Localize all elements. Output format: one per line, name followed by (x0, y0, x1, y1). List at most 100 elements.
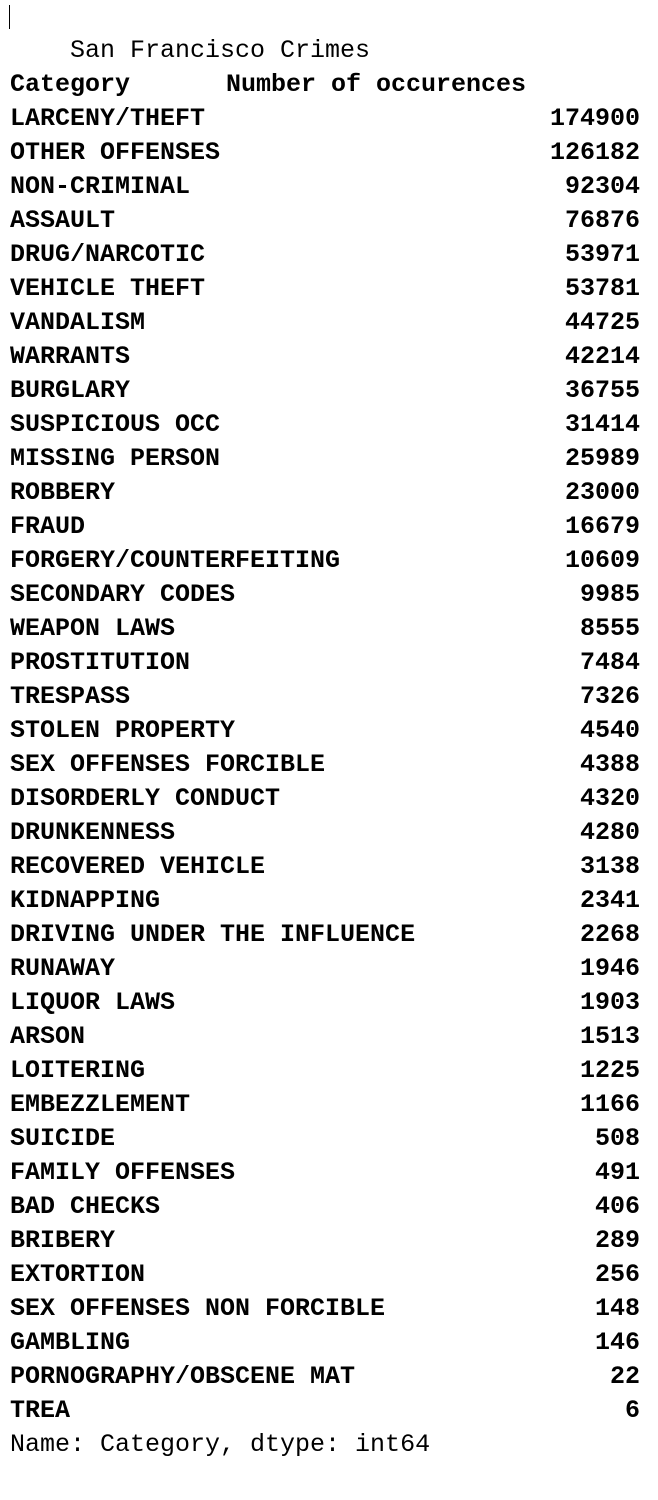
table-row: SECONDARY CODES 9985 (10, 578, 640, 612)
category-cell: BRIBERY (10, 1226, 116, 1255)
category-cell: PORNOGRAPHY/OBSCENE MAT (10, 1362, 356, 1391)
category-cell: ARSON (10, 1022, 86, 1051)
count-cell: 7326 (579, 682, 640, 711)
category-cell: DRUNKENNESS (10, 818, 176, 847)
category-cell: KIDNAPPING (10, 886, 161, 915)
count-cell: 406 (594, 1192, 640, 1221)
count-cell: 8555 (579, 614, 640, 643)
count-cell: 1903 (579, 988, 640, 1017)
count-cell: 22 (609, 1362, 640, 1391)
table-row: KIDNAPPING 2341 (10, 884, 640, 918)
count-cell: 4540 (579, 716, 640, 745)
category-cell: FRAUD (10, 512, 86, 541)
count-cell: 53781 (564, 274, 640, 303)
table-row: PROSTITUTION 7484 (10, 646, 640, 680)
category-cell: PROSTITUTION (10, 648, 191, 677)
table-row: RECOVERED VEHICLE 3138 (10, 850, 640, 884)
category-cell: STOLEN PROPERTY (10, 716, 236, 745)
category-cell: RUNAWAY (10, 954, 116, 983)
table-row: SEX OFFENSES NON FORCIBLE 148 (10, 1292, 640, 1326)
category-cell: FAMILY OFFENSES (10, 1158, 236, 1187)
table-row: WEAPON LAWS 8555 (10, 612, 640, 646)
count-cell: 4280 (579, 818, 640, 847)
category-cell: EMBEZZLEMENT (10, 1090, 191, 1119)
table-row: LOITERING 1225 (10, 1054, 640, 1088)
table-row: VANDALISM 44725 (10, 306, 640, 340)
table-row: FAMILY OFFENSES 491 (10, 1156, 640, 1190)
category-cell: DISORDERLY CONDUCT (10, 784, 281, 813)
count-cell: 4320 (579, 784, 640, 813)
category-cell: DRIVING UNDER THE INFLUENCE (10, 920, 416, 949)
category-cell: NON-CRIMINAL (10, 172, 191, 201)
category-cell: WEAPON LAWS (10, 614, 176, 643)
table-row: OTHER OFFENSES 126182 (10, 136, 640, 170)
table-row: SUICIDE 508 (10, 1122, 640, 1156)
category-cell: LOITERING (10, 1056, 146, 1085)
count-column-header: Number of occurences (226, 70, 527, 99)
category-cell: WARRANTS (10, 342, 131, 371)
table-row: DISORDERLY CONDUCT 4320 (10, 782, 640, 816)
category-cell: LARCENY/THEFT (10, 104, 206, 133)
table-row: FRAUD 16679 (10, 510, 640, 544)
blank-line (10, 34, 640, 68)
count-cell: 36755 (564, 376, 640, 405)
count-cell: 1946 (579, 954, 640, 983)
category-cell: DRUG/NARCOTIC (10, 240, 206, 269)
count-cell: 53971 (564, 240, 640, 269)
text-cursor (9, 5, 10, 29)
category-cell: ASSAULT (10, 206, 116, 235)
table-row: RUNAWAY 1946 (10, 952, 640, 986)
count-cell: 10609 (564, 546, 640, 575)
count-cell: 9985 (579, 580, 640, 609)
count-cell: 3138 (579, 852, 640, 881)
table-body: LARCENY/THEFT 174900 OTHER OFFENSES 126182 N… (10, 102, 640, 1428)
count-cell: 126182 (549, 138, 640, 167)
count-cell: 76876 (564, 206, 640, 235)
category-cell: SUSPICIOUS OCC (10, 410, 221, 439)
count-cell: 16679 (564, 512, 640, 541)
table-row: BURGLARY 36755 (10, 374, 640, 408)
output-title: San Francisco Crimes (70, 36, 371, 65)
table-row: ROBBERY 23000 (10, 476, 640, 510)
category-cell: BURGLARY (10, 376, 131, 405)
table-row: ASSAULT 76876 (10, 204, 640, 238)
table-row: WARRANTS 42214 (10, 340, 640, 374)
count-cell: 4388 (579, 750, 640, 779)
category-cell: LIQUOR LAWS (10, 988, 176, 1017)
table-row: EMBEZZLEMENT 1166 (10, 1088, 640, 1122)
table-row: TREA 6 (10, 1394, 640, 1428)
table-row: ARSON 1513 (10, 1020, 640, 1054)
category-cell: VANDALISM (10, 308, 146, 337)
table-row: STOLEN PROPERTY 4540 (10, 714, 640, 748)
table-row: LIQUOR LAWS 1903 (10, 986, 640, 1020)
category-column-header: Category (10, 70, 131, 99)
count-cell: 148 (594, 1294, 640, 1323)
category-cell: MISSING PERSON (10, 444, 221, 473)
table-row: FORGERY/COUNTERFEITING 10609 (10, 544, 640, 578)
table-row: SUSPICIOUS OCC 31414 (10, 408, 640, 442)
category-cell: TRESPASS (10, 682, 131, 711)
count-cell: 6 (624, 1396, 640, 1425)
count-cell: 23000 (564, 478, 640, 507)
category-cell: OTHER OFFENSES (10, 138, 221, 167)
category-cell: FORGERY/COUNTERFEITING (10, 546, 341, 575)
count-cell: 7484 (579, 648, 640, 677)
category-cell: GAMBLING (10, 1328, 131, 1357)
category-cell: BAD CHECKS (10, 1192, 161, 1221)
count-cell: 174900 (549, 104, 640, 133)
console-output[interactable]: San Francisco Crimes Category Number of … (9, 0, 640, 1462)
count-cell: 42214 (564, 342, 640, 371)
count-cell: 256 (594, 1260, 640, 1289)
table-row: BAD CHECKS 406 (10, 1190, 640, 1224)
table-row: DRUG/NARCOTIC 53971 (10, 238, 640, 272)
count-cell: 1166 (579, 1090, 640, 1119)
table-row: PORNOGRAPHY/OBSCENE MAT 22 (10, 1360, 640, 1394)
count-cell: 508 (594, 1124, 640, 1153)
count-cell: 2268 (579, 920, 640, 949)
count-cell: 146 (594, 1328, 640, 1357)
table-header: Category Number of occurences (10, 68, 640, 102)
category-cell: SEX OFFENSES NON FORCIBLE (10, 1294, 386, 1323)
category-cell: EXTORTION (10, 1260, 146, 1289)
table-row: SEX OFFENSES FORCIBLE 4388 (10, 748, 640, 782)
count-cell: 31414 (564, 410, 640, 439)
